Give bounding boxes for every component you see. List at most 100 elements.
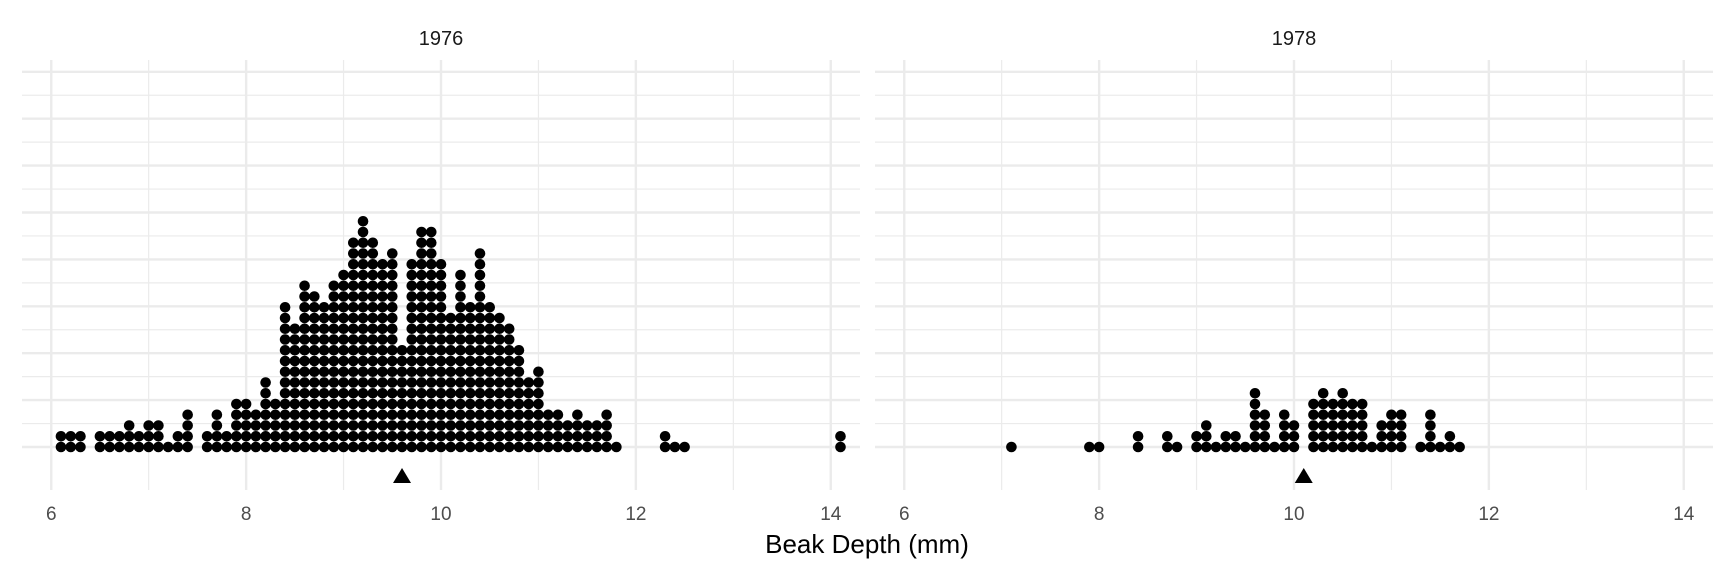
data-point [231, 441, 242, 453]
data-point [494, 312, 505, 324]
data-point [357, 323, 369, 335]
data-point [162, 441, 174, 453]
data-point [65, 430, 77, 442]
data-point [513, 387, 525, 399]
data-point [464, 323, 476, 335]
data-point [533, 377, 544, 388]
data-point [455, 430, 466, 442]
data-point [123, 420, 135, 431]
data-point [172, 430, 184, 442]
data-point [1327, 441, 1339, 453]
data-point [386, 248, 398, 259]
data-point [464, 366, 476, 378]
data-point [425, 280, 437, 292]
data-point [425, 312, 437, 324]
data-point [455, 441, 466, 453]
data-point [474, 409, 486, 421]
data-point [377, 301, 388, 313]
data-point [513, 377, 525, 388]
data-point [1249, 420, 1261, 431]
data-point [455, 344, 466, 356]
data-point [455, 377, 466, 388]
data-point [377, 344, 388, 356]
data-point [416, 312, 427, 324]
data-point [338, 344, 349, 356]
data-point [416, 409, 427, 421]
data-point [513, 420, 525, 431]
data-point [406, 334, 418, 345]
data-point [1288, 420, 1300, 431]
data-point [357, 409, 369, 421]
data-point [601, 420, 612, 431]
data-point [1317, 430, 1329, 442]
data-point [581, 430, 593, 442]
data-point [367, 355, 379, 367]
data-point [318, 312, 330, 324]
data-point [425, 323, 437, 335]
data-point [416, 334, 427, 345]
data-point [835, 430, 846, 442]
data-point [1220, 441, 1232, 453]
data-point [464, 312, 476, 324]
data-point [445, 355, 457, 367]
data-point [279, 323, 291, 335]
data-point [182, 420, 193, 431]
data-point [386, 312, 398, 324]
data-point [260, 409, 271, 421]
data-point [533, 387, 544, 399]
data-point [455, 280, 466, 292]
data-point [348, 323, 359, 335]
data-point [104, 430, 115, 442]
data-point [416, 237, 427, 249]
data-point [357, 291, 369, 302]
data-point [348, 398, 359, 410]
data-point [1425, 409, 1436, 421]
data-point [396, 377, 408, 388]
data-point [386, 420, 398, 431]
data-point [357, 301, 369, 313]
data-point [484, 387, 496, 399]
data-point [425, 441, 437, 453]
data-point [357, 226, 369, 238]
data-point [279, 441, 291, 453]
data-point [318, 366, 330, 378]
data-point [1386, 441, 1397, 453]
facet-panel-1978: 1978 6 8 10 12 14 [875, 28, 1713, 525]
data-point [309, 312, 320, 324]
data-point [270, 398, 281, 410]
data-point [455, 269, 466, 281]
data-point [299, 344, 310, 356]
data-point [523, 377, 534, 388]
data-point [1386, 430, 1397, 442]
data-point [318, 323, 330, 335]
data-point [357, 280, 369, 292]
data-point [386, 355, 398, 367]
data-point [494, 366, 505, 378]
data-point [1278, 441, 1290, 453]
data-point [386, 291, 398, 302]
data-point [533, 430, 544, 442]
data-point [367, 387, 379, 399]
data-point [562, 441, 573, 453]
data-point [435, 312, 447, 324]
data-point [445, 398, 457, 410]
data-point [250, 420, 262, 431]
data-point [299, 398, 310, 410]
data-point [679, 441, 690, 453]
data-point [396, 387, 408, 399]
data-point [318, 355, 330, 367]
data-point [367, 441, 379, 453]
data-point [367, 258, 379, 270]
data-point [1337, 441, 1349, 453]
data-point [1327, 409, 1339, 421]
data-point [1376, 430, 1387, 442]
data-point [309, 344, 320, 356]
data-point [552, 430, 564, 442]
data-point [435, 280, 447, 292]
data-point [338, 409, 349, 421]
x-tick-label: 14 [1673, 504, 1695, 525]
data-point [153, 430, 164, 442]
data-point [367, 280, 379, 292]
data-point [1327, 420, 1339, 431]
